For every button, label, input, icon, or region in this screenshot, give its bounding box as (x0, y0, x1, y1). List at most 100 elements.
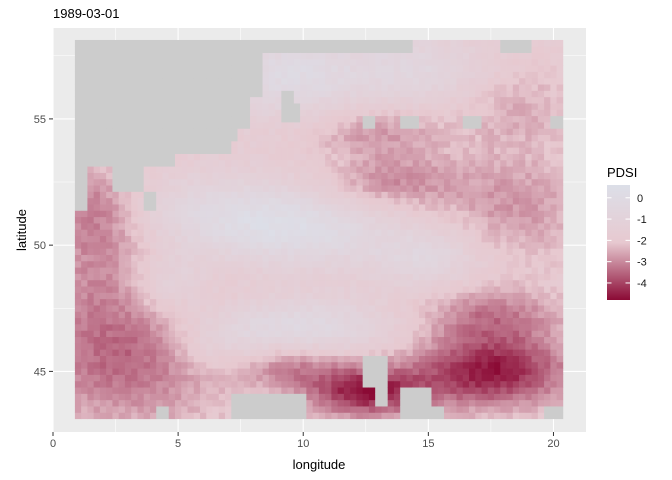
heatmap-cell (381, 71, 389, 79)
heatmap-cell (487, 380, 495, 388)
heatmap-cell (456, 292, 464, 300)
heatmap-cell (174, 374, 182, 382)
heatmap-cell (256, 260, 263, 268)
heatmap-cell (231, 90, 238, 98)
heatmap-cell (174, 380, 182, 388)
heatmap-cell (131, 361, 138, 369)
heatmap-cell (544, 298, 551, 306)
heatmap-cell (556, 324, 564, 331)
heatmap-cell (331, 324, 338, 331)
heatmap-cell (406, 71, 414, 79)
heatmap-cell (512, 380, 520, 388)
heatmap-cell (368, 128, 376, 136)
heatmap-cell (156, 393, 163, 401)
heatmap-cell (481, 298, 489, 306)
heatmap-cell (93, 147, 101, 154)
heatmap-cell (368, 52, 376, 60)
heatmap-cell (462, 71, 470, 79)
heatmap-cell (412, 273, 420, 281)
heatmap-cell (544, 178, 551, 186)
heatmap-cell (156, 172, 163, 180)
heatmap-cell (519, 65, 526, 72)
heatmap-cell (487, 229, 495, 237)
heatmap-cell (237, 368, 245, 375)
heatmap-cell (112, 368, 120, 375)
heatmap-cell (462, 387, 470, 394)
heatmap-cell (218, 235, 226, 243)
heatmap-cell (262, 204, 270, 211)
heatmap-cell (387, 166, 395, 173)
heatmap-cell (387, 406, 395, 413)
heatmap-cell (431, 324, 439, 331)
heatmap-cell (168, 298, 176, 306)
heatmap-cell (343, 223, 351, 230)
heatmap-cell (412, 96, 420, 104)
heatmap-cell (325, 166, 332, 173)
heatmap-cell (131, 324, 138, 331)
heatmap-cell (243, 355, 251, 363)
heatmap-cell (256, 355, 263, 363)
heatmap-cell (124, 77, 132, 85)
heatmap-cell (356, 52, 364, 60)
heatmap-cell (143, 355, 151, 363)
heatmap-cell (293, 267, 301, 274)
heatmap-cell (481, 317, 489, 325)
heatmap-cell (525, 305, 532, 312)
heatmap-cell (231, 84, 238, 91)
heatmap-cell (406, 324, 414, 331)
heatmap-cell (343, 115, 351, 123)
heatmap-cell (149, 273, 157, 281)
heatmap-cell (381, 286, 389, 293)
heatmap-cell (537, 286, 545, 293)
heatmap-cell (300, 349, 307, 356)
heatmap-cell (124, 330, 132, 338)
heatmap-cell (287, 260, 295, 268)
heatmap-cell (174, 355, 182, 363)
heatmap-cell (225, 305, 232, 312)
heatmap-cell (418, 210, 426, 218)
heatmap-cell (187, 128, 195, 136)
heatmap-cell (412, 185, 420, 192)
heatmap-cell (256, 197, 263, 205)
heatmap-cell (112, 58, 120, 66)
heatmap-cell (287, 336, 295, 344)
heatmap-cell (181, 349, 188, 356)
heatmap-cell (225, 292, 232, 300)
heatmap-cell (512, 267, 520, 274)
heatmap-cell (87, 286, 95, 293)
heatmap-cell (412, 216, 420, 224)
heatmap-cell (137, 254, 145, 262)
heatmap-cell (193, 166, 201, 173)
heatmap-cell (237, 58, 245, 66)
heatmap-cell (93, 178, 101, 186)
heatmap-cell (381, 140, 389, 148)
heatmap-cell (174, 223, 182, 230)
heatmap-cell (318, 223, 326, 230)
heatmap-cell (262, 361, 270, 369)
heatmap-cell (81, 216, 88, 224)
heatmap-cell (281, 260, 288, 268)
heatmap-cell (193, 140, 201, 148)
heatmap-cell (519, 311, 526, 319)
heatmap-cell (306, 254, 313, 262)
heatmap-cell (512, 286, 520, 293)
heatmap-cell (400, 279, 407, 287)
heatmap-cell (431, 298, 439, 306)
heatmap-cell (243, 235, 251, 243)
heatmap-cell (350, 235, 357, 243)
heatmap-cell (306, 191, 313, 199)
heatmap-cell (87, 412, 95, 420)
heatmap-cell (106, 185, 113, 192)
heatmap-cell (124, 115, 132, 123)
heatmap-cell (74, 216, 82, 224)
heatmap-cell (218, 122, 226, 129)
heatmap-cell (381, 178, 389, 186)
heatmap-cell (512, 279, 520, 287)
heatmap-cell (206, 330, 213, 338)
heatmap-cell (537, 324, 545, 331)
heatmap-cell (525, 134, 532, 142)
heatmap-cell (243, 65, 251, 72)
heatmap-cell (544, 197, 551, 205)
heatmap-cell (437, 216, 445, 224)
heatmap-cell (462, 140, 470, 148)
